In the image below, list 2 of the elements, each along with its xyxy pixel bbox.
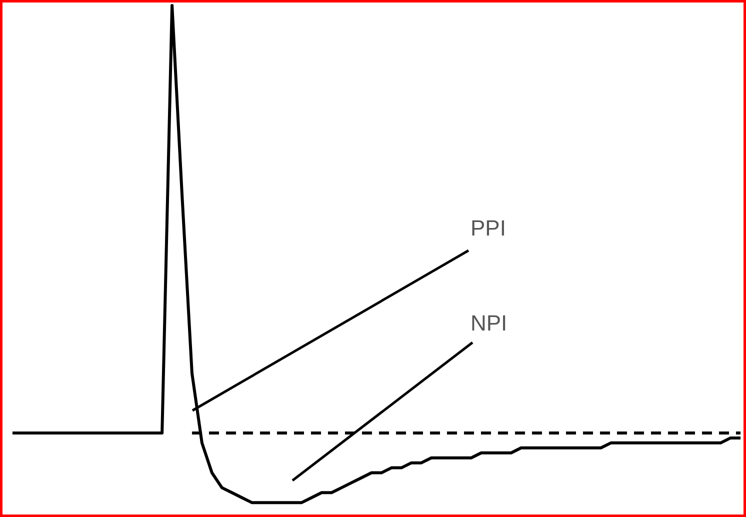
annotation: PPI: [470, 216, 506, 240]
annotation: NPI: [470, 310, 508, 336]
